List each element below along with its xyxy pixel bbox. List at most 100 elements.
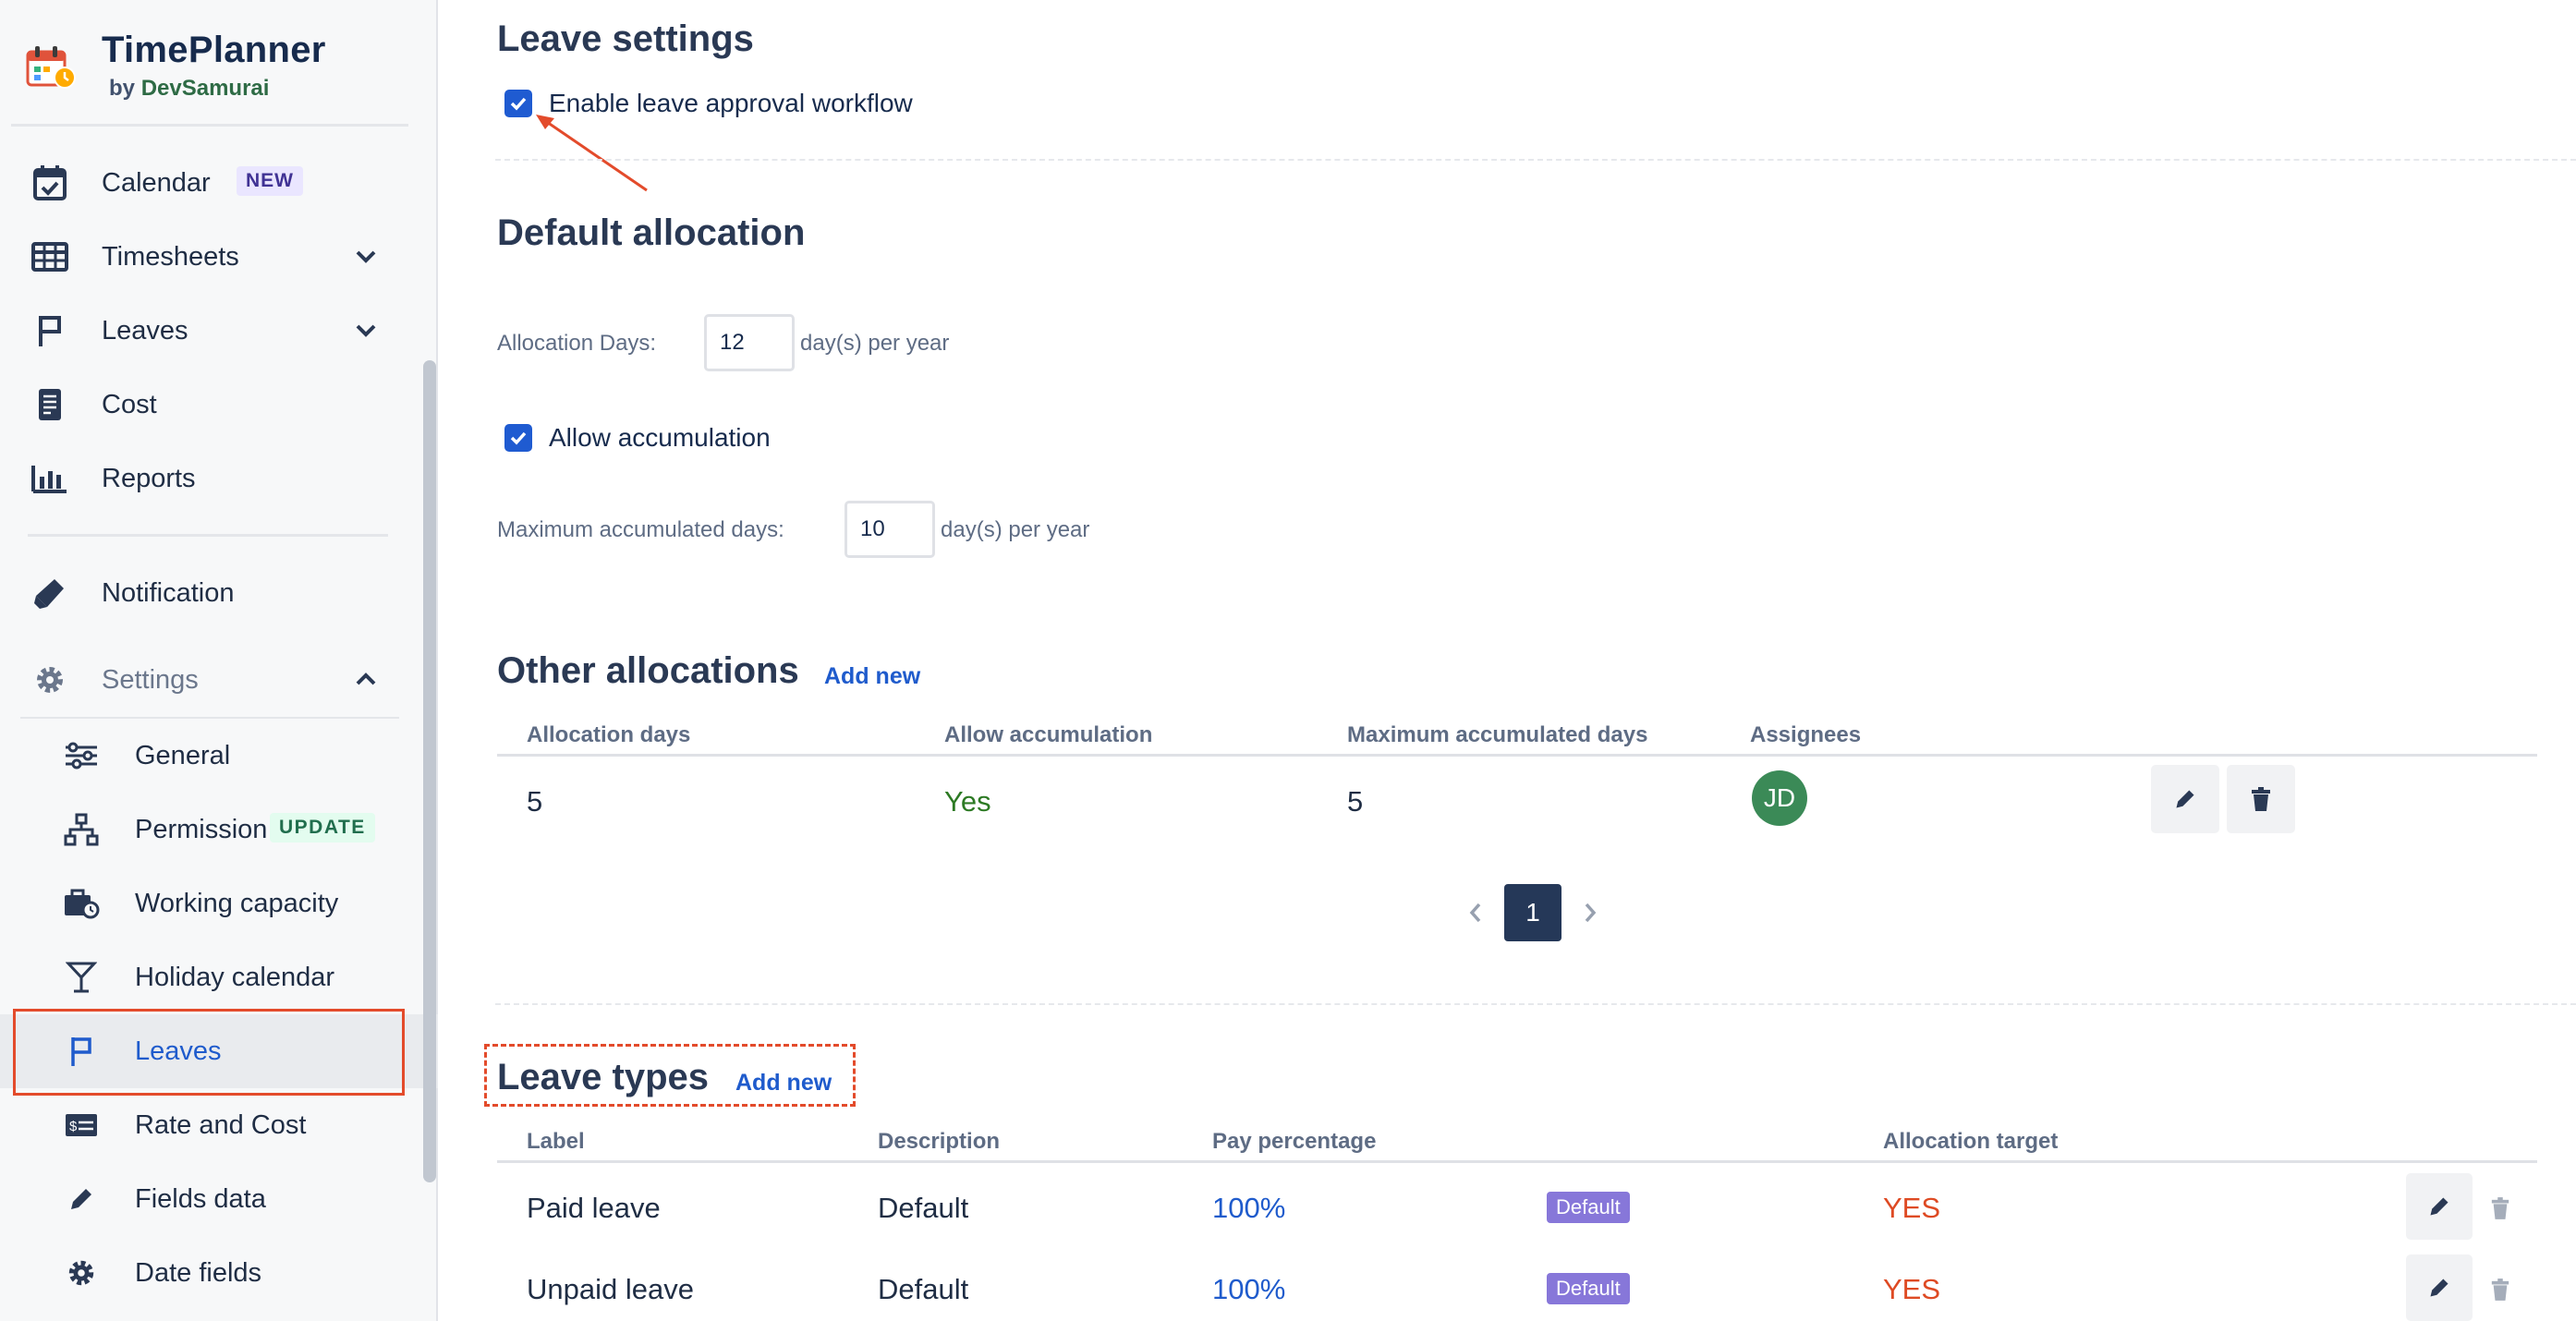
allocation-target-cell: YES: [1883, 1273, 1941, 1305]
bar-chart-icon: [30, 458, 70, 499]
sidebar-scrollbar[interactable]: [423, 360, 436, 1182]
delete-allocation-button[interactable]: [2227, 765, 2295, 833]
brand-company: DevSamurai: [140, 76, 270, 101]
sliders-icon: [61, 735, 102, 776]
sidebar-item-notification[interactable]: Notification: [0, 556, 438, 630]
leave-type-description-cell: Default: [878, 1192, 969, 1224]
settings-item-label: Rate and Cost: [135, 1109, 307, 1140]
cocktail-icon: [61, 957, 102, 998]
sidebar-divider: [20, 717, 399, 719]
column-header: Allocation target: [1883, 1129, 2059, 1154]
add-allocation-link[interactable]: Add new: [824, 663, 921, 689]
approval-workflow-label[interactable]: Enable leave approval workflow: [549, 89, 913, 117]
highlight-annotation-box: [13, 1009, 405, 1096]
table-header-divider: [497, 1160, 2537, 1163]
brand-title: TimePlanner: [102, 30, 326, 70]
sidebar-item-label: Notification: [102, 577, 235, 608]
sidebar-item-cost[interactable]: Cost: [0, 368, 438, 442]
settings-item-label: Permission: [135, 814, 268, 844]
sidebar-item-calendar[interactable]: Calendar NEW: [0, 146, 438, 220]
brand[interactable]: TimePlanner by DevSamurai: [26, 28, 414, 120]
pagination-next-button[interactable]: [1576, 894, 1604, 931]
sidebar-item-leaves[interactable]: Leaves: [0, 294, 438, 368]
approval-workflow-checkbox[interactable]: [504, 90, 532, 117]
edit-leave-type-button[interactable]: [2406, 1173, 2473, 1240]
pagination-prev-button[interactable]: [1462, 894, 1489, 931]
sidebar-divider: [11, 124, 408, 127]
timeplanner-logo-icon: [26, 46, 76, 89]
default-allocation-heading: Default allocation: [497, 212, 806, 253]
allow-accumulation-label[interactable]: Allow accumulation: [549, 423, 771, 452]
settings-item-label: Holiday calendar: [135, 962, 335, 992]
column-header: Pay percentage: [1212, 1129, 1377, 1154]
section-divider: [495, 1003, 2576, 1005]
edit-allocation-button[interactable]: [2151, 765, 2219, 833]
megaphone-icon: [30, 573, 70, 613]
chevron-up-icon[interactable]: [349, 663, 383, 697]
trash-icon: [2491, 1279, 2509, 1301]
column-header: Allow accumulation: [944, 722, 1153, 747]
settings-item-label: Working capacity: [135, 888, 339, 918]
pay-percentage-cell: 100%: [1212, 1192, 1286, 1224]
add-leave-type-link[interactable]: Add new: [735, 1070, 832, 1096]
settings-item-leaves[interactable]: Leaves: [0, 1014, 438, 1088]
allocation-days-label: Allocation Days:: [497, 331, 657, 356]
chevron-left-icon: [1469, 903, 1481, 923]
settings-item-label: General: [135, 740, 231, 770]
edit-leave-type-button[interactable]: [2406, 1254, 2473, 1321]
settings-item-holiday-calendar[interactable]: Holiday calendar: [0, 940, 438, 1014]
allow-accumulation-checkbox[interactable]: [504, 424, 532, 452]
pay-percentage-cell: 100%: [1212, 1273, 1286, 1305]
pagination-page-button[interactable]: 1: [1504, 884, 1561, 941]
section-divider: [495, 159, 2576, 161]
column-header: Maximum accumulated days: [1347, 722, 1648, 747]
settings-item-label: Fields data: [135, 1183, 266, 1214]
hierarchy-icon: [61, 809, 102, 850]
pencil-icon: [2430, 1197, 2448, 1216]
flag-icon: [30, 310, 70, 351]
check-icon: [510, 431, 527, 445]
grid-table-icon: [30, 236, 70, 277]
delete-leave-type-button[interactable]: [2484, 1192, 2517, 1225]
delete-leave-type-button[interactable]: [2484, 1273, 2517, 1306]
settings-item-fields-data[interactable]: Fields data: [0, 1162, 438, 1236]
settings-item-date-fields[interactable]: Date fields: [0, 1236, 438, 1310]
money-card-icon: $: [61, 1105, 102, 1145]
column-header: Description: [878, 1129, 1001, 1154]
settings-item-permission[interactable]: Permission UPDATE: [0, 793, 438, 867]
allow-accumulation-cell: Yes: [944, 785, 991, 818]
svg-text:$: $: [69, 1119, 78, 1134]
leave-type-description-cell: Default: [878, 1273, 969, 1305]
allocation-target-cell: YES: [1883, 1192, 1941, 1224]
allocation-days-unit: day(s) per year: [800, 331, 950, 356]
sidebar-item-settings[interactable]: Settings: [0, 643, 438, 717]
sidebar-item-reports[interactable]: Reports: [0, 442, 438, 515]
chevron-down-icon[interactable]: [349, 240, 383, 273]
allocation-days-input[interactable]: [704, 314, 795, 371]
update-badge: UPDATE: [270, 813, 375, 842]
max-accumulated-days-input[interactable]: [844, 501, 935, 558]
settings-item-rate-and-cost[interactable]: $ Rate and Cost: [0, 1088, 438, 1162]
sidebar-item-timesheets[interactable]: Timesheets: [0, 220, 438, 294]
sidebar-item-label: Cost: [102, 389, 157, 419]
settings-item-label: Leaves: [135, 1036, 222, 1066]
column-header: Assignees: [1750, 722, 1862, 747]
chevron-down-icon[interactable]: [349, 314, 383, 347]
gear-icon: [30, 660, 70, 700]
main-content: Leave settings Enable leave approval wor…: [440, 0, 2576, 1321]
chevron-right-icon: [1585, 903, 1597, 923]
max-accumulated-days-label: Maximum accumulated days:: [497, 517, 784, 542]
sidebar-item-label: Leaves: [102, 315, 188, 345]
default-lozenge: Default: [1547, 1273, 1630, 1304]
settings-item-label: Date fields: [135, 1257, 262, 1288]
avatar[interactable]: JD: [1752, 770, 1807, 826]
max-accumulated-days-unit: day(s) per year: [941, 517, 1090, 542]
settings-item-working-capacity[interactable]: Working capacity: [0, 867, 438, 940]
allocation-days-cell: 5: [527, 785, 543, 818]
settings-item-general[interactable]: General: [0, 719, 438, 793]
trash-icon: [2252, 787, 2270, 811]
sidebar-item-label: Timesheets: [102, 241, 239, 272]
brand-byline: by DevSamurai: [109, 76, 269, 102]
sidebar-divider: [28, 534, 388, 537]
